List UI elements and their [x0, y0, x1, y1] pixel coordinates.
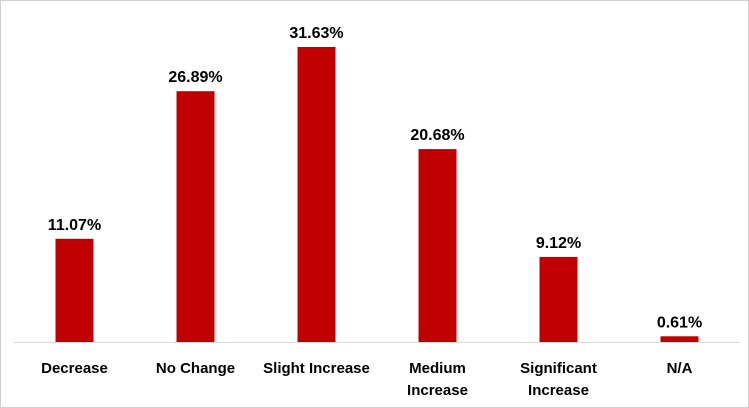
bar-0 [55, 238, 94, 342]
bar-5 [660, 336, 699, 342]
category-label-0: Decrease [41, 360, 108, 377]
data-label-5: 0.61% [657, 314, 702, 331]
data-label-3: 20.68% [410, 127, 464, 144]
data-label-4: 9.12% [536, 235, 581, 252]
data-label-0: 11.07% [48, 217, 101, 234]
category-label-4: Significant Increase [520, 360, 597, 399]
bars-layer [55, 47, 699, 342]
category-label-1: No Change [156, 360, 235, 377]
category-label-5: N/A [667, 360, 693, 377]
category-label-3: Medium Increase [407, 360, 468, 399]
category-labels-layer: Decrease No Change Slight Increase Medium In… [41, 360, 692, 399]
category-label-2: Slight Increase [263, 360, 370, 377]
data-label-1: 26.89% [168, 69, 222, 86]
bar-3 [418, 149, 457, 342]
bar-2 [297, 47, 336, 342]
bar-1 [176, 91, 215, 342]
data-label-2: 31.63% [289, 25, 343, 42]
bar-4 [539, 256, 578, 342]
data-labels-layer: 11.07% 26.89% 31.63% 20.68% 9.12% 0.61% [48, 25, 702, 331]
